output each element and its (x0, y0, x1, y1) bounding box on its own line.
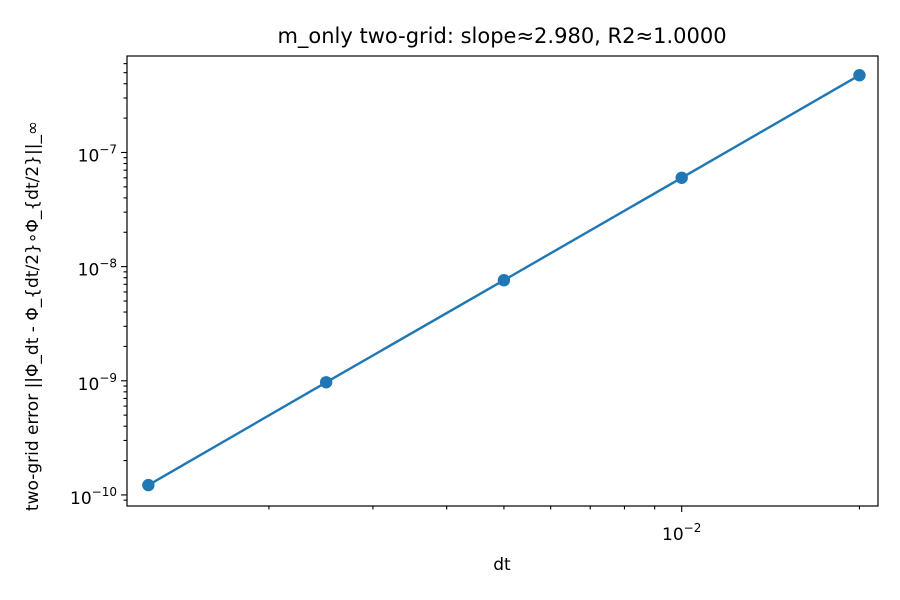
data-point (142, 478, 155, 492)
plot-frame (126, 55, 879, 507)
y-tick-label: 10−10 (70, 485, 117, 509)
data-point (319, 376, 333, 389)
data-point (497, 274, 511, 287)
series-layer (142, 69, 866, 492)
major-ticks: 10−2 10−10 10−9 10−8 10−7 (70, 142, 701, 545)
y-tick-label: 10−8 (78, 257, 117, 281)
chart-title: m_only two-grid: slope≈2.980, R2≈1.0000 (277, 24, 726, 49)
y-axis-label: two-grid error ||Φ_dt - Φ_{dt/2}∘Φ_{dt/2… (23, 121, 43, 511)
data-point (853, 69, 866, 82)
x-axis-label: dt (493, 555, 511, 575)
x-tick-label: 10−2 (662, 521, 701, 545)
y-tick-label: 10−9 (78, 371, 117, 395)
y-tick-label: 10−7 (78, 142, 117, 166)
data-point (675, 171, 688, 184)
